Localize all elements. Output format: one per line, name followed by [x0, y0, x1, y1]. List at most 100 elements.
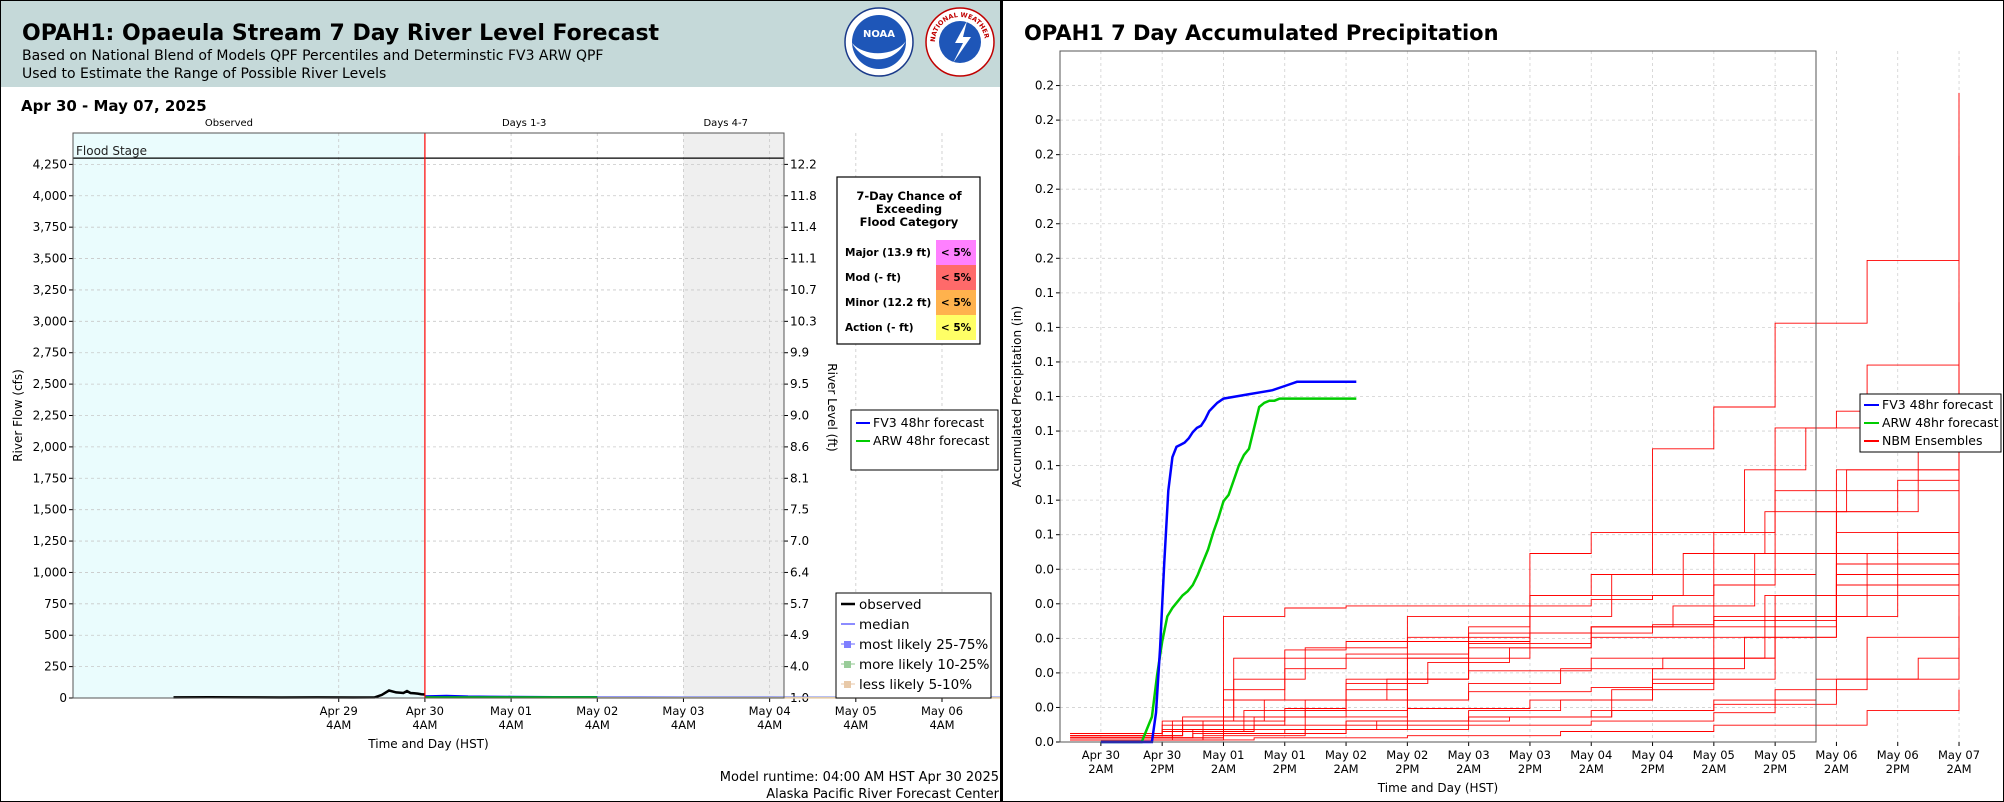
precip-xtick-label-time: 2AM: [1701, 762, 1726, 776]
nbm-ensemble-member-line: [1070, 344, 1960, 737]
river-xtick-label-day: May 05: [835, 704, 877, 718]
precip-legend-label-nbm: NBM Ensembles: [1882, 433, 1983, 448]
flood-row-label-action: Action (- ft): [845, 322, 914, 334]
precip-legend-box: [1859, 393, 2002, 453]
legend-label-median: median: [859, 617, 910, 633]
precip-xtick-label-time: 2PM: [1518, 762, 1542, 776]
river-xtick-label-day: Apr 30: [406, 704, 444, 718]
river-xtick-label-time: 4AM: [671, 718, 696, 732]
precip-x-axis-title: Time and Day (HST): [1377, 781, 1498, 795]
legend-label-25-75: most likely 25-75%: [859, 637, 988, 653]
precip-ytick-label: 0.0: [1035, 700, 1054, 714]
flood-cell-action: [936, 315, 976, 340]
precip-xtick-label-time: 2PM: [1395, 762, 1419, 776]
flood-row-value-major: < 5%: [941, 247, 972, 259]
forecast-center-text: Alaska Pacific River Forecast Center: [766, 787, 999, 802]
precip-legend-label-arw: ARW 48hr forecast: [1882, 415, 1999, 430]
precip-ytick-label: 0.1: [1035, 424, 1054, 438]
river-y2tick-label: 6.4: [790, 565, 809, 579]
model-runtime-text: Model runtime: 04:00 AM HST Apr 30 2025: [720, 770, 999, 785]
precip-xtick-label-day: May 04: [1632, 748, 1674, 762]
period-label-days-1-3: Days 1-3: [502, 118, 546, 129]
flood-row-value-minor: < 5%: [941, 297, 972, 309]
river-xtick-label-day: May 06: [921, 704, 963, 718]
precip-xtick-label-time: 2PM: [1886, 762, 1910, 776]
panel-divider: [1000, 0, 1003, 802]
precip-ytick-label: 0.2: [1035, 182, 1054, 196]
precip-xtick-label-time: 2PM: [1150, 762, 1174, 776]
nbm-ensemble-member-line: [1070, 595, 1960, 739]
river-y2tick-label: 12.2: [790, 157, 817, 171]
precip-xtick-label-day: Apr 30: [1082, 748, 1120, 762]
river-ytick-label: 250: [44, 660, 67, 674]
precip-xtick-label-time: 2AM: [1333, 762, 1358, 776]
precip-ytick-label: 0.1: [1035, 390, 1054, 404]
flood-table-title-2: Exceeding: [876, 202, 942, 216]
river-xtick-label-day: Apr 29: [320, 704, 358, 718]
precip-xtick-label-time: 2AM: [1946, 762, 1971, 776]
precip-xtick-label-time: 2PM: [1640, 762, 1664, 776]
river-xtick-label-time: 4AM: [757, 718, 782, 732]
river-ytick-label: 2,500: [33, 377, 67, 391]
river-ytick-label: 500: [44, 628, 67, 642]
river-ytick-label: 3,500: [33, 252, 67, 266]
page-title: OPAH1: Opaeula Stream 7 Day River Level …: [22, 21, 660, 46]
river-forecast-legend: FV3 48hr forecast ARW 48hr forecast: [850, 409, 999, 471]
precip-ytick-label: 0.1: [1035, 459, 1054, 473]
river-y2tick-label: 4.9: [790, 628, 809, 642]
nbm-ensemble-member-line: [1070, 302, 1960, 739]
river-xtick-label-time: 4AM: [585, 718, 610, 732]
period-label-observed: Observed: [205, 118, 253, 129]
precip-ytick-label: 0.0: [1035, 562, 1054, 576]
header-subtitle-2: Used to Estimate the Range of Possible R…: [22, 66, 387, 82]
header-subtitle-1: Based on National Blend of Models QPF Pe…: [22, 48, 604, 64]
legend-label-10-25: more likely 10-25%: [859, 657, 990, 673]
nbm-ensemble-member-line: [1070, 689, 1960, 741]
flood-cell-moderate: [936, 265, 976, 290]
river-ytick-label: 4,000: [33, 189, 67, 203]
river-y2tick-label: 9.5: [790, 377, 809, 391]
forecast-legend-box: [850, 409, 999, 471]
river-ytick-label: 3,750: [33, 220, 67, 234]
precip-ytick-label: 0.2: [1035, 113, 1054, 127]
precip-plot-border: [1059, 50, 1817, 743]
precip-xtick-label-time: 2AM: [1088, 762, 1113, 776]
river-ytick-label: 3,250: [33, 283, 67, 297]
river-y2tick-label: 5.7: [790, 597, 809, 611]
precip-series-fv3-48hr-forecast: [1100, 380, 1357, 744]
precip-xtick-label-day: May 03: [1509, 748, 1551, 762]
river-y2tick-label: 4.0: [790, 660, 809, 674]
precip-xtick-label-day: May 05: [1693, 748, 1735, 762]
flood-probability-table: 7-Day Chance of Exceeding Flood Category…: [836, 176, 981, 345]
precip-ytick-label: 0.1: [1035, 286, 1054, 300]
river-chart-title: Apr 30 - May 07, 2025: [21, 97, 207, 115]
river-ytick-label: 4,250: [33, 157, 67, 171]
river-y2tick-label: 10.7: [790, 283, 817, 297]
river-xtick-label-day: May 03: [662, 704, 704, 718]
river-xtick-label-time: 4AM: [843, 718, 868, 732]
river-ytick-label: 1,750: [33, 471, 67, 485]
flood-cell-major: [936, 240, 976, 265]
river-ytick-label: 2,250: [33, 409, 67, 423]
precip-ytick-label: 0.1: [1035, 528, 1054, 542]
noaa-logo: NOAA: [844, 7, 914, 77]
river-x-axis-title: Time and Day (HST): [367, 737, 488, 751]
precip-ytick-label: 0.0: [1035, 735, 1054, 749]
river-xtick-label-day: May 04: [749, 704, 791, 718]
precip-xtick-label-day: May 05: [1754, 748, 1796, 762]
river-y2tick-label: 7.5: [790, 503, 809, 517]
river-xtick-label-time: 4AM: [499, 718, 524, 732]
river-xtick-label-time: 4AM: [929, 718, 954, 732]
river-y2tick-label: 9.0: [790, 409, 809, 423]
precip-chart-title: OPAH1 7 Day Accumulated Precipitation: [1024, 21, 1499, 45]
precip-ytick-label: 0.2: [1035, 148, 1054, 162]
precip-ytick-label: 0.0: [1035, 597, 1054, 611]
river-forecast-panel: OPAH1: Opaeula Stream 7 Day River Level …: [0, 0, 1001, 802]
precip-xtick-label-time: 2PM: [1763, 762, 1787, 776]
river-ytick-label: 3,000: [33, 314, 67, 328]
precip-xtick-label-day: May 03: [1448, 748, 1490, 762]
precip-y-axis-title: Accumulated Precipitation (in): [1010, 306, 1024, 487]
precip-ytick-label: 0.2: [1035, 251, 1054, 265]
river-ytick-label: 2,000: [33, 440, 67, 454]
